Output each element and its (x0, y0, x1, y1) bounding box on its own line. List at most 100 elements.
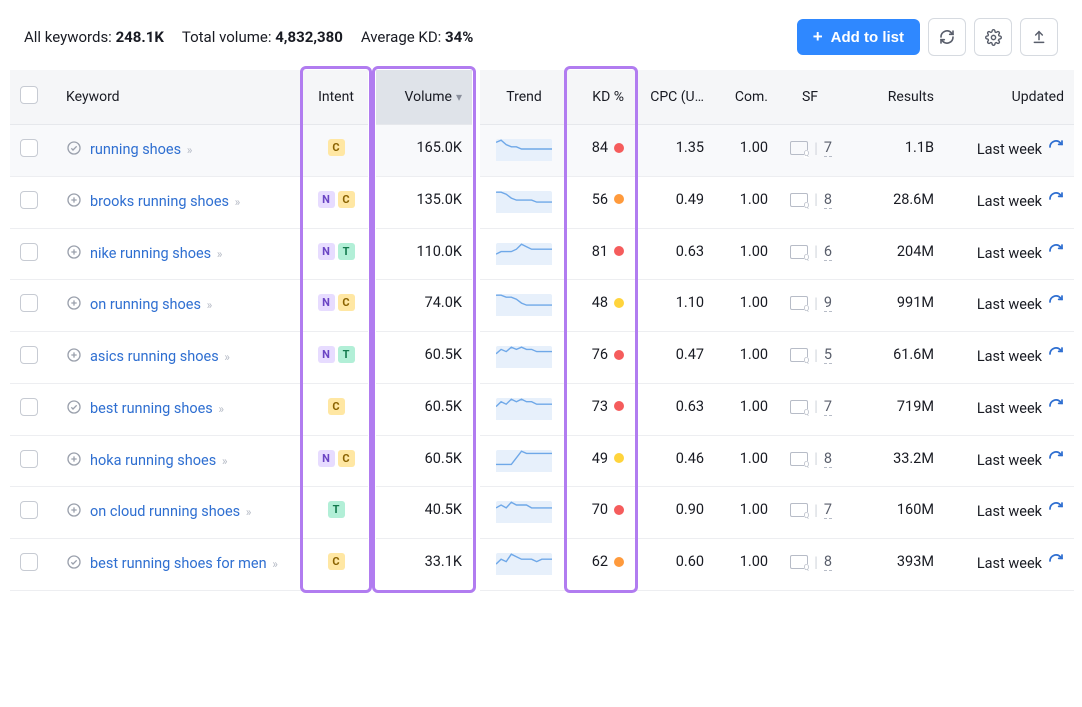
expand-arrows-icon[interactable]: » (217, 247, 223, 261)
row-checkbox[interactable] (20, 553, 38, 571)
col-checkbox[interactable] (10, 70, 56, 125)
row-checkbox[interactable] (20, 398, 38, 416)
check-circle-icon[interactable] (66, 399, 82, 422)
cell-sf[interactable]: |6 (790, 243, 832, 261)
cell-com: 1.00 (714, 176, 778, 228)
row-refresh-button[interactable] (1048, 243, 1064, 264)
sf-count[interactable]: 7 (824, 501, 832, 519)
cell-sf[interactable]: |8 (790, 450, 832, 468)
table-row[interactable]: running shoes »C165.0K84 1.351.00|71.1BL… (10, 125, 1074, 177)
plus-circle-icon[interactable] (66, 451, 82, 474)
col-sf[interactable]: SF (778, 70, 842, 125)
cell-com: 1.00 (714, 280, 778, 332)
cell-sf[interactable]: |8 (790, 191, 832, 209)
row-checkbox[interactable] (20, 191, 38, 209)
table-row[interactable]: best running shoes »C60.5K73 0.631.00|77… (10, 383, 1074, 435)
expand-arrows-icon[interactable]: » (187, 143, 193, 157)
row-refresh-button[interactable] (1048, 553, 1064, 574)
expand-arrows-icon[interactable]: » (235, 195, 241, 209)
select-all-checkbox[interactable] (20, 86, 38, 104)
row-refresh-button[interactable] (1048, 501, 1064, 522)
table-row[interactable]: asics running shoes »NT60.5K76 0.471.00|… (10, 332, 1074, 384)
col-com[interactable]: Com. (714, 70, 778, 125)
sf-count[interactable]: 9 (824, 294, 832, 312)
intent-badge-n: N (318, 294, 335, 311)
sf-count[interactable]: 8 (824, 553, 832, 571)
expand-arrows-icon[interactable]: » (246, 505, 252, 519)
sf-count[interactable]: 5 (824, 346, 832, 364)
sf-count[interactable]: 8 (824, 450, 832, 468)
row-refresh-button[interactable] (1048, 450, 1064, 471)
plus-circle-icon[interactable] (66, 347, 82, 370)
cell-sf[interactable]: |7 (790, 398, 832, 416)
col-cpc[interactable]: CPC (U… (634, 70, 714, 125)
col-volume[interactable]: Volume▾ (376, 70, 472, 125)
table-row[interactable]: on cloud running shoes »T40.5K70 0.901.0… (10, 487, 1074, 539)
table-row[interactable]: hoka running shoes »NC60.5K49 0.461.00|8… (10, 435, 1074, 487)
plus-circle-icon[interactable] (66, 192, 82, 215)
row-checkbox[interactable] (20, 243, 38, 261)
cell-sf[interactable]: |7 (790, 139, 832, 157)
expand-arrows-icon[interactable]: » (222, 454, 228, 468)
row-checkbox[interactable] (20, 346, 38, 364)
keyword-link[interactable]: brooks running shoes (90, 193, 229, 210)
row-checkbox[interactable] (20, 450, 38, 468)
keyword-link[interactable]: best running shoes (90, 400, 213, 417)
cell-results: 393M (842, 539, 944, 591)
expand-arrows-icon[interactable]: » (224, 350, 230, 364)
col-keyword[interactable]: Keyword (56, 70, 304, 125)
row-checkbox[interactable] (20, 139, 38, 157)
cell-kd: 62 (592, 553, 624, 570)
table-row[interactable]: brooks running shoes »NC135.0K56 0.491.0… (10, 176, 1074, 228)
table-row[interactable]: best running shoes for men »C33.1K62 0.6… (10, 539, 1074, 591)
plus-circle-icon[interactable] (66, 295, 82, 318)
row-refresh-button[interactable] (1048, 294, 1064, 315)
expand-arrows-icon[interactable]: » (218, 402, 224, 416)
export-button[interactable] (1020, 18, 1058, 56)
table-row[interactable]: nike running shoes »NT110.0K81 0.631.00|… (10, 228, 1074, 280)
row-checkbox[interactable] (20, 294, 38, 312)
sf-count[interactable]: 7 (824, 139, 832, 157)
cell-sf[interactable]: |7 (790, 501, 832, 519)
keyword-link[interactable]: on running shoes (90, 296, 201, 313)
keyword-link[interactable]: hoka running shoes (90, 452, 216, 469)
keyword-link[interactable]: best running shoes for men (90, 555, 267, 572)
cell-updated: Last week (977, 294, 1064, 315)
intent-badges: NC (314, 294, 358, 311)
expand-arrows-icon[interactable]: » (207, 298, 213, 312)
kd-dot-icon (614, 194, 624, 204)
keyword-link[interactable]: running shoes (90, 141, 181, 158)
col-intent[interactable]: Intent (304, 70, 368, 125)
plus-circle-icon[interactable] (66, 502, 82, 525)
kd-dot-icon (614, 453, 624, 463)
sf-count[interactable]: 8 (824, 191, 832, 209)
settings-button[interactable] (974, 18, 1012, 56)
row-refresh-button[interactable] (1048, 139, 1064, 160)
sf-count[interactable]: 7 (824, 398, 832, 416)
col-updated[interactable]: Updated (944, 70, 1074, 125)
cell-cpc: 1.35 (634, 125, 714, 177)
add-to-list-button[interactable]: + Add to list (797, 19, 920, 55)
keyword-link[interactable]: nike running shoes (90, 245, 211, 262)
cell-sf[interactable]: |9 (790, 294, 832, 312)
keyword-link[interactable]: asics running shoes (90, 348, 219, 365)
row-refresh-button[interactable] (1048, 398, 1064, 419)
col-results[interactable]: Results (842, 70, 944, 125)
plus-circle-icon[interactable] (66, 244, 82, 267)
refresh-button[interactable] (928, 18, 966, 56)
row-refresh-button[interactable] (1048, 346, 1064, 367)
keyword-link[interactable]: on cloud running shoes (90, 503, 240, 520)
table-row[interactable]: on running shoes »NC74.0K48 1.101.00|999… (10, 280, 1074, 332)
cell-kd: 49 (592, 450, 624, 467)
cell-sf[interactable]: |5 (790, 346, 832, 364)
col-kd[interactable]: KD % (568, 70, 634, 125)
cell-sf[interactable]: |8 (790, 553, 832, 571)
sf-count[interactable]: 6 (824, 243, 832, 261)
check-circle-icon[interactable] (66, 140, 82, 163)
expand-arrows-icon[interactable]: » (272, 557, 278, 571)
row-refresh-button[interactable] (1048, 191, 1064, 212)
cell-updated: Last week (977, 346, 1064, 367)
col-trend[interactable]: Trend (480, 70, 568, 125)
row-checkbox[interactable] (20, 501, 38, 519)
check-circle-icon[interactable] (66, 554, 82, 577)
